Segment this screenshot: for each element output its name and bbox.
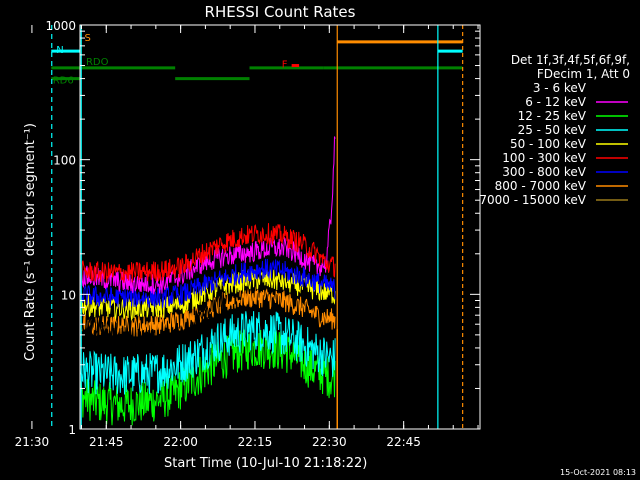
legend-label: 300 - 800 keV	[502, 165, 586, 179]
y-axis-label: Count Rate (s⁻¹ detector segment⁻¹)	[23, 123, 38, 361]
legend: Det 1f,3f,4f,5f,6f,9f, FDecim 1, Att 0 3…	[479, 53, 630, 207]
series-line-7	[80, 286, 336, 337]
legend-label: 12 - 25 keV	[518, 109, 587, 123]
x-tick-label: 22:15	[238, 435, 273, 449]
f-flag-label: F	[282, 60, 288, 71]
y-tick-label: 1	[68, 423, 76, 437]
rd6-flag-label: RD6	[53, 76, 74, 87]
legend-header-decimation: FDecim 1, Att 0	[537, 67, 630, 81]
legend-label: 6 - 12 keV	[525, 95, 587, 109]
series-line-3	[80, 311, 336, 395]
y-tick-label: 1000	[45, 19, 76, 33]
legend-header-detectors: Det 1f,3f,4f,5f,6f,9f,	[511, 53, 630, 67]
x-axis: 21:30 21:45 22:00 22:15 22:30 22:45	[15, 25, 479, 449]
x-tick-label: 21:30	[15, 435, 50, 449]
legend-label: 25 - 50 keV	[518, 123, 587, 137]
series-line-6	[80, 258, 336, 309]
n-flag-label: N	[56, 45, 63, 56]
s-flag-label: S	[84, 33, 90, 44]
rdo-flag-label: RDO	[86, 57, 109, 68]
x-tick-label: 22:00	[163, 435, 198, 449]
x-axis-label: Start Time (10-Jul-10 21:18:22)	[164, 456, 367, 471]
chart-title: RHESSI Count Rates	[205, 3, 356, 21]
legend-label: 50 - 100 keV	[510, 137, 587, 151]
x-tick-label: 22:45	[386, 435, 421, 449]
x-tick-label: 22:30	[312, 435, 347, 449]
legend-label: 800 - 7000 keV	[495, 179, 587, 193]
x-tick-label: 21:45	[89, 435, 124, 449]
legend-label: 3 - 6 keV	[533, 81, 587, 95]
series-line-0	[80, 139, 336, 350]
footer-date: 15-Oct-2021 08:13	[560, 468, 636, 477]
series-line-1	[80, 136, 336, 295]
time-markers	[51, 25, 464, 429]
series-line-5	[80, 223, 336, 283]
legend-label: 100 - 300 keV	[502, 151, 586, 165]
y-axis: 1 10 100 1000	[45, 19, 480, 437]
legend-label: 7000 - 15000 keV	[479, 193, 586, 207]
y-tick-label: 100	[53, 154, 76, 168]
flag-bars: RDO RD6 N S F	[51, 33, 463, 87]
y-tick-label: 10	[61, 288, 76, 302]
